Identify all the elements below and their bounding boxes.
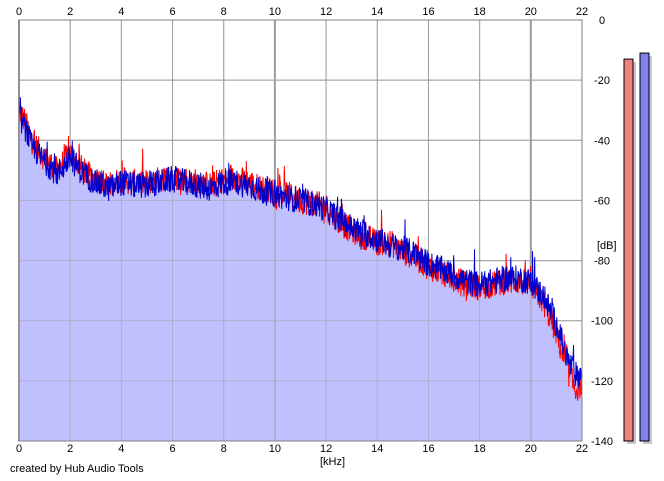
y-tick-label: -80: [594, 256, 610, 268]
level-meter-right: [639, 52, 650, 442]
x-tick-label-top: 18: [474, 6, 486, 18]
level-meter-left: [623, 58, 634, 442]
y-tick-labels: 0 -20 -40 -60 -80 -100 -120 -140: [591, 15, 613, 448]
x-tick-label-bottom: 16: [422, 443, 434, 455]
y-tick-label: -40: [594, 135, 610, 147]
plot-border: [18, 19, 583, 442]
x-tick-label-bottom: 22: [576, 443, 588, 455]
y-tick-label: -20: [594, 75, 610, 87]
x-tick-label-top: 2: [67, 6, 73, 18]
y-tick-label: -120: [591, 376, 613, 388]
x-tick-label-bottom: 2: [67, 443, 73, 455]
y-axis-label: [dB]: [597, 240, 617, 252]
y-tick-label: -60: [594, 195, 610, 207]
x-tick-label-bottom: 14: [371, 443, 383, 455]
y-tick-label: -140: [591, 436, 613, 448]
x-tick-label-bottom: 12: [320, 443, 332, 455]
spectrum-fill: [18, 19, 583, 442]
credit-text: created by Hub Audio Tools: [10, 463, 144, 475]
spectrum-lines: [18, 97, 583, 401]
x-tick-label-top: 16: [422, 6, 434, 18]
x-axis-label: [kHz]: [320, 456, 346, 468]
x-tick-label-bottom: 4: [118, 443, 124, 455]
x-tick-label-top: 0: [16, 6, 22, 18]
plot-frame: [18, 19, 583, 442]
x-tick-label-bottom: 10: [269, 443, 281, 455]
y-tick-label: 0: [599, 15, 605, 27]
x-tick-label-top: 4: [118, 6, 124, 18]
x-tick-label-top: 6: [169, 6, 175, 18]
series-line-left: [18, 105, 583, 401]
x-tick-label-top: 22: [576, 6, 588, 18]
y-tick-label: -100: [591, 316, 613, 328]
x-tick-label-bottom: 20: [525, 443, 537, 455]
x-tick-label-top: 20: [525, 6, 537, 18]
x-tick-label-bottom: 0: [16, 443, 22, 455]
x-tick-label-bottom: 18: [474, 443, 486, 455]
series-line-right: [18, 97, 583, 389]
level-meters: [623, 52, 652, 444]
x-tick-label-top: 8: [221, 6, 227, 18]
x-tick-label-top: 12: [320, 6, 332, 18]
x-tick-label-bottom: 6: [169, 443, 175, 455]
x-tick-label-top: 10: [269, 6, 281, 18]
x-tick-label-top: 14: [371, 6, 383, 18]
x-tick-label-bottom: 8: [221, 443, 227, 455]
